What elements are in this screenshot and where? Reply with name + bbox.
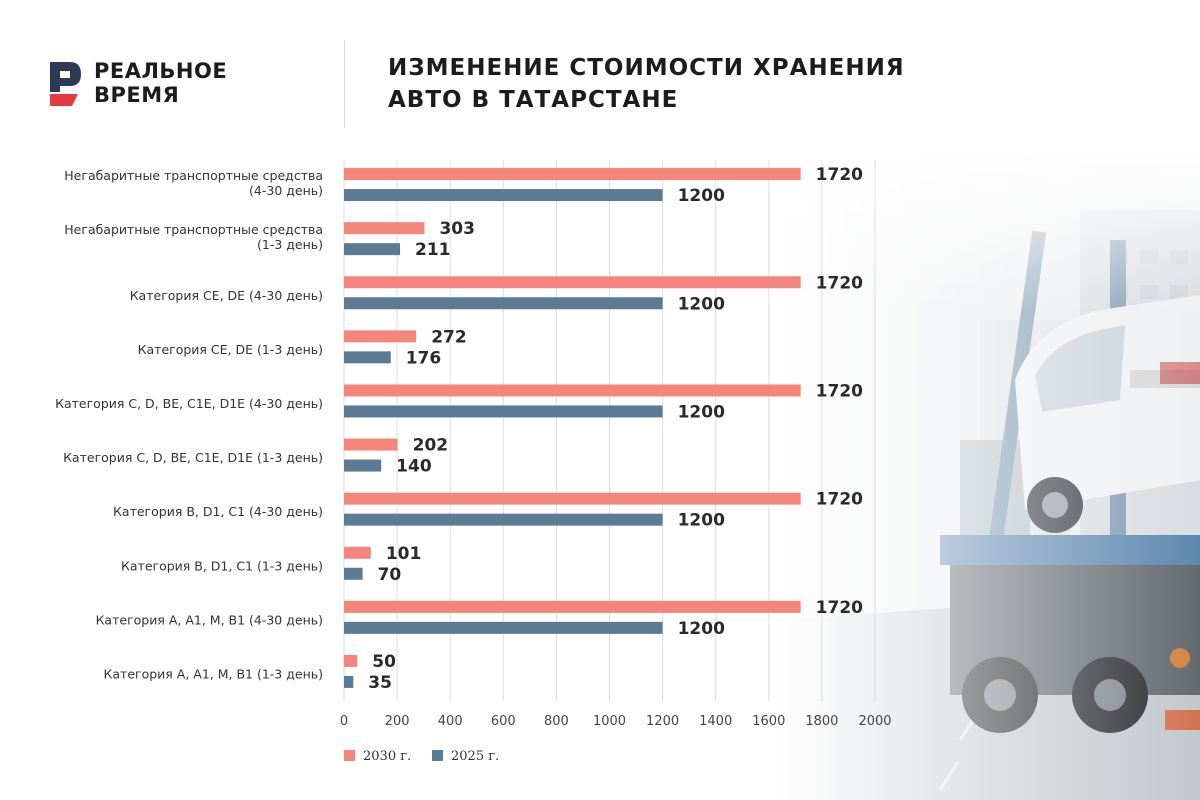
bar-2025	[344, 243, 401, 256]
value-label-2025: 1200	[678, 402, 725, 422]
bar-2025	[344, 405, 663, 418]
x-tick-label: 2000	[858, 714, 891, 729]
bar-2030	[344, 546, 371, 559]
category-label: Категория A, A1, M, B1 (1-3 день)	[104, 666, 323, 681]
bar-2030	[344, 330, 417, 343]
category-label-line: Категория B, D1, C1 (1-3 день)	[121, 558, 323, 573]
category-label: Категория B, D1, C1 (4-30 день)	[113, 504, 323, 519]
value-label-2030: 272	[431, 327, 467, 347]
value-label-2030: 1720	[816, 490, 863, 510]
x-tick-label: 600	[491, 714, 516, 729]
bar-2025	[344, 675, 354, 688]
value-label-2030: 1720	[816, 273, 863, 293]
bar-2030	[344, 384, 801, 397]
bar-2030	[344, 654, 358, 667]
brand-name-line2: ВРЕМЯ	[94, 83, 180, 107]
x-tick-label: 1600	[752, 714, 785, 729]
page-title-line1: ИЗМЕНЕНИЕ СТОИМОСТИ ХРАНЕНИЯ	[388, 55, 905, 81]
category-label: Категория B, D1, C1 (1-3 день)	[121, 558, 323, 573]
brand-logo: РЕАЛЬНОЕ ВРЕМЯ	[48, 58, 263, 110]
category-label-line: Категория A, A1, M, B1 (1-3 день)	[104, 666, 323, 681]
tow-truck-background-photo	[780, 150, 1200, 800]
bar-chart: 0 200 400 600 800 1000 1200 1400 1600 1800 2000 Нег…	[55, 160, 892, 764]
category-label: Категория CE, DE (4-30 день)	[130, 288, 323, 303]
category-label: Негабаритные транспортные средства (1-3 д…	[64, 222, 323, 252]
value-label-2030: 50	[372, 652, 396, 672]
value-label-2030: 303	[439, 219, 475, 239]
bar-2025	[344, 513, 663, 526]
value-label-2025: 70	[378, 565, 402, 585]
value-label-2025: 1200	[678, 294, 725, 314]
category-label-line: Категория CE, DE (1-3 день)	[138, 342, 323, 357]
bar-2025	[344, 621, 663, 634]
value-label-2025: 140	[396, 457, 432, 477]
value-label-2030: 1720	[816, 598, 863, 618]
category-label-line: Категория C, D, BE, C1E, D1E (1-3 день)	[63, 450, 323, 465]
value-label-2030: 101	[386, 544, 422, 564]
bar-2030	[344, 168, 801, 181]
x-tick-label: 200	[385, 714, 410, 729]
category-label-line: Категория CE, DE (4-30 день)	[130, 288, 323, 303]
category-label-line: Негабаритные транспортные средства	[64, 168, 323, 183]
brand-name-line1: РЕАЛЬНОЕ	[94, 59, 228, 83]
x-tick-label: 1000	[593, 714, 626, 729]
value-label-2025: 176	[406, 348, 442, 368]
category-label: Категория C, D, BE, C1E, D1E (1-3 день)	[63, 450, 323, 465]
category-label-line: Категория C, D, BE, C1E, D1E (4-30 день)	[55, 396, 323, 411]
bar-2025	[344, 297, 663, 310]
value-label-2030: 202	[413, 436, 449, 456]
category-label: Категория A, A1, M, B1 (4-30 день)	[96, 612, 323, 627]
legend-label-2030: 2030 г.	[363, 749, 411, 764]
value-label-2025: 1200	[678, 511, 725, 531]
bar-2030	[344, 222, 425, 235]
brand-mark-icon	[50, 62, 81, 106]
value-label-2025: 1200	[678, 186, 725, 206]
category-label-line: Негабаритные транспортные средства	[64, 222, 323, 237]
category-label: Категория CE, DE (1-3 день)	[138, 342, 323, 357]
x-tick-label: 0	[340, 714, 348, 729]
bar-2030	[344, 438, 398, 451]
bar-2030	[344, 600, 801, 613]
bar-2025	[344, 459, 382, 472]
bar-2025	[344, 189, 663, 202]
legend-label-2025: 2025 г.	[451, 749, 499, 764]
category-label-line: Категория A, A1, M, B1 (4-30 день)	[96, 612, 323, 627]
legend-swatch-2025	[432, 750, 443, 761]
value-label-2025: 35	[368, 673, 392, 693]
x-tick-label: 1400	[699, 714, 732, 729]
value-label-2025: 1200	[678, 619, 725, 639]
category-label-line: (4-30 день)	[249, 183, 323, 198]
value-label-2025: 211	[415, 240, 451, 260]
x-tick-label: 1800	[805, 714, 838, 729]
page-title-line2: АВТО В ТАТАРСТАНЕ	[388, 87, 679, 113]
category-label: Негабаритные транспортные средства (4-30 …	[64, 168, 323, 198]
legend-swatch-2030	[344, 750, 355, 761]
category-label: Категория C, D, BE, C1E, D1E (4-30 день)	[55, 396, 323, 411]
header-divider	[344, 40, 345, 128]
bar-2030	[344, 276, 801, 289]
value-label-2030: 1720	[816, 165, 863, 185]
category-label-line: (1-3 день)	[257, 237, 323, 252]
bar-2030	[344, 492, 801, 505]
bar-2025	[344, 351, 391, 364]
category-label-line: Категория B, D1, C1 (4-30 день)	[113, 504, 323, 519]
bar-2025	[344, 567, 363, 580]
x-tick-label: 1200	[646, 714, 679, 729]
x-tick-label: 800	[544, 714, 569, 729]
value-label-2030: 1720	[816, 381, 863, 401]
x-tick-label: 400	[438, 714, 463, 729]
